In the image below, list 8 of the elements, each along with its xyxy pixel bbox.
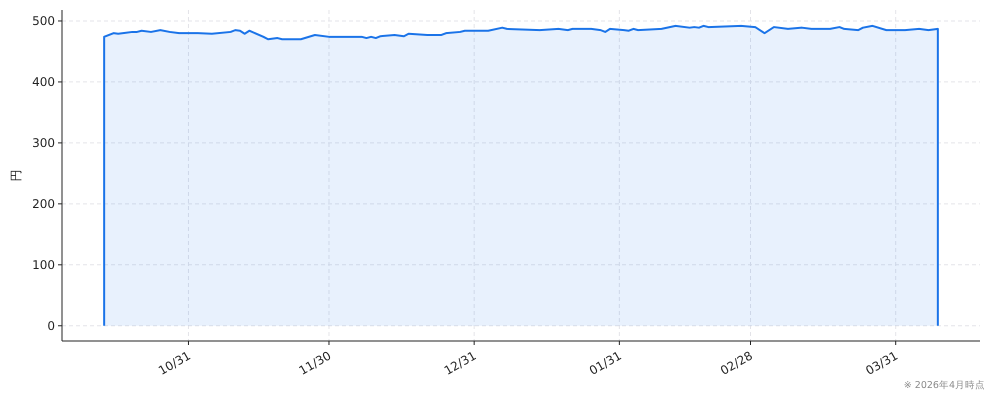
y-tick-label: 0 — [47, 318, 55, 333]
text: ※ 2026年4月時点 — [904, 379, 985, 391]
y-tick-label: 300 — [32, 136, 55, 150]
y-axis-title: 円 — [9, 170, 23, 182]
y-tick-label: 200 — [32, 196, 55, 211]
y-tick-label: 100 — [32, 258, 55, 272]
y-tick-label: 400 — [32, 74, 55, 89]
y-tick-label: 500 — [32, 14, 55, 28]
